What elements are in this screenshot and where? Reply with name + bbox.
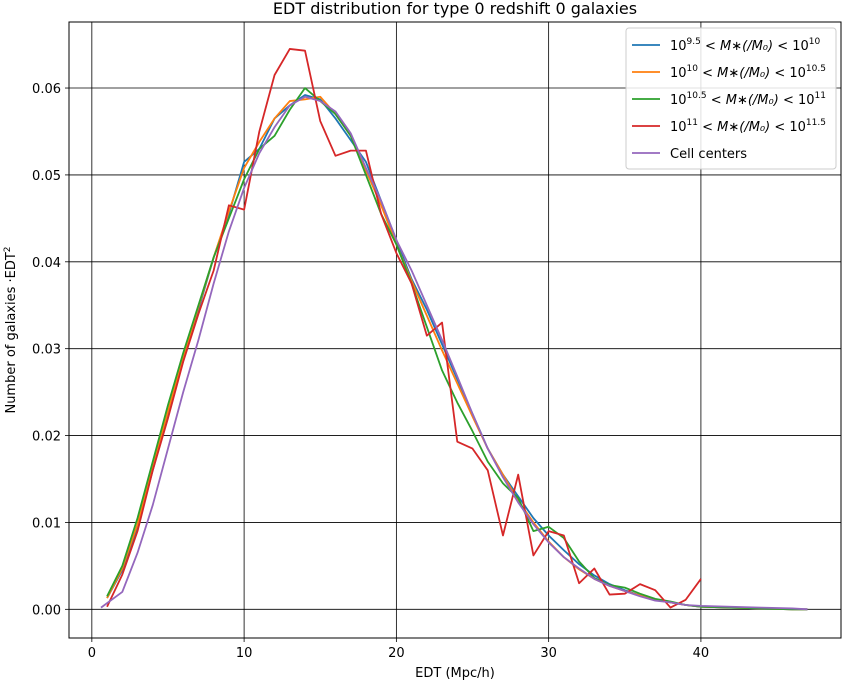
y-tick-label: 0.04 [32, 256, 61, 271]
y-tick-label: 0.00 [32, 603, 61, 618]
y-tick-label: 0.02 [32, 430, 61, 445]
legend-box [625, 27, 837, 170]
x-tick-label: 40 [693, 646, 710, 661]
legend-label-1: 109.5 < M∗(/M₀) < 1010 [670, 37, 821, 54]
x-tick-label: 20 [388, 646, 405, 661]
x-axis-label: EDT (Mpc/h) [415, 666, 495, 681]
axis-ticks: 0 10 20 30 40 0.00 0.01 0.02 0.03 0.04 0.05 0.06 [32, 82, 709, 661]
series-line-3 [106, 87, 808, 611]
x-tick-label: 30 [540, 646, 557, 661]
y-tick-label: 0.03 [32, 343, 61, 358]
x-tick-label: 10 [236, 646, 253, 661]
y-tick-label: 0.06 [32, 82, 61, 97]
grid [69, 22, 841, 638]
plot-border [68, 21, 842, 639]
legend: 109.5 < M∗(/M₀) < 1010 1010 < M∗(/M₀) < 1… [625, 27, 837, 170]
x-tick-label: 0 [88, 646, 96, 661]
series-line-5 [100, 95, 808, 611]
y-tick-label: 0.01 [32, 516, 61, 531]
legend-label-5: Cell centers [670, 147, 747, 162]
legend-label-4: 1011 < M∗(/M₀) < 1011.5 [670, 118, 826, 135]
legend-label-2: 1010 < M∗(/M₀) < 1010.5 [670, 64, 826, 81]
y-axis-label: Number of galaxies ·EDT2 [3, 246, 19, 413]
legend-label-3: 1010.5 < M∗(/M₀) < 1011 [670, 91, 826, 108]
y-tick-label: 0.05 [32, 169, 61, 184]
series-lines [100, 48, 808, 611]
chart-title: EDT distribution for type 0 redshift 0 g… [273, 0, 637, 18]
